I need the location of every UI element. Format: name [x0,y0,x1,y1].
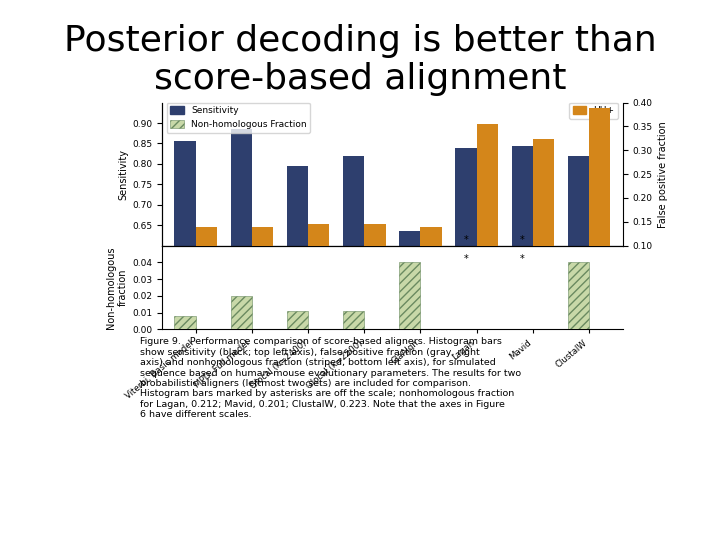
Bar [196,227,217,293]
Legend: HH+: HH+ [570,103,618,119]
Bar [287,166,308,491]
Y-axis label: False positive fraction: False positive fraction [658,121,668,227]
Bar [343,311,364,329]
Text: *: * [464,235,469,245]
Text: *: * [520,235,525,245]
Text: *: * [520,254,525,264]
Bar [568,262,589,329]
Text: Figure 9.   Performance comparison of score-based aligners. Histogram bars
show : Figure 9. Performance comparison of scor… [140,338,521,419]
Bar [343,156,364,491]
Bar [230,296,252,329]
Bar [399,262,420,329]
Bar [477,124,498,293]
Text: score-based alignment: score-based alignment [154,62,566,96]
Text: *: * [464,254,469,264]
Bar [252,227,274,293]
Bar [287,311,308,329]
Y-axis label: Non-homologous
fraction: Non-homologous fraction [107,246,128,329]
Bar [174,316,196,329]
Y-axis label: Sensitivity: Sensitivity [118,148,128,200]
Bar [568,156,589,491]
Bar [589,109,611,293]
Bar [174,141,196,491]
Bar [308,224,330,293]
Bar [230,129,252,491]
Text: Posterior decoding is better than: Posterior decoding is better than [63,24,657,58]
Bar [533,139,554,293]
Bar [511,146,533,491]
Bar [399,231,420,491]
Bar [420,227,442,293]
Bar [455,147,477,491]
Bar [364,224,386,293]
